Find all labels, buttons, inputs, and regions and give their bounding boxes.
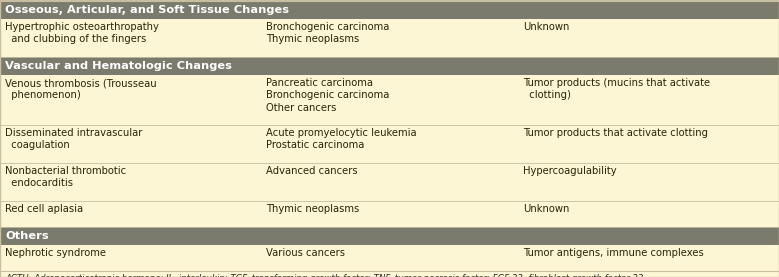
Text: Tumor products (mucins that activate
  clotting): Tumor products (mucins that activate clo… (523, 78, 710, 100)
Text: Disseminated intravascular
  coagulation: Disseminated intravascular coagulation (5, 128, 143, 150)
Text: Tumor antigens, immune complexes: Tumor antigens, immune complexes (523, 248, 703, 258)
Text: ACTH, Adrenocorticotropic hormone; IL, interleukin; TGF, transforming growth fac: ACTH, Adrenocorticotropic hormone; IL, i… (5, 274, 646, 277)
Text: Hypercoagulability: Hypercoagulability (523, 166, 617, 176)
Text: Unknown: Unknown (523, 22, 569, 32)
Text: Osseous, Articular, and Soft Tissue Changes: Osseous, Articular, and Soft Tissue Chan… (5, 5, 289, 15)
Text: Pancreatic carcinoma
Bronchogenic carcinoma
Other cancers: Pancreatic carcinoma Bronchogenic carcin… (266, 78, 390, 113)
Text: Various cancers: Various cancers (266, 248, 345, 258)
Bar (0, 1, 779, 19)
Bar (0, 75, 779, 125)
Text: Unknown: Unknown (523, 204, 569, 214)
Text: Bronchogenic carcinoma
Thymic neoplasms: Bronchogenic carcinoma Thymic neoplasms (266, 22, 390, 44)
Text: Vascular and Hematologic Changes: Vascular and Hematologic Changes (5, 61, 232, 71)
Text: Hypertrophic osteoarthropathy
  and clubbing of the fingers: Hypertrophic osteoarthropathy and clubbi… (5, 22, 159, 44)
Bar (0, 125, 779, 163)
Text: Thymic neoplasms: Thymic neoplasms (266, 204, 359, 214)
Text: Nonbacterial thrombotic
  endocarditis: Nonbacterial thrombotic endocarditis (5, 166, 126, 188)
Text: Red cell aplasia: Red cell aplasia (5, 204, 83, 214)
Text: Acute promyelocytic leukemia
Prostatic carcinoma: Acute promyelocytic leukemia Prostatic c… (266, 128, 417, 150)
Bar (0, 245, 779, 271)
Text: Others: Others (5, 231, 48, 241)
Bar (0, 19, 779, 57)
Bar (0, 227, 779, 245)
Bar (0, 57, 779, 75)
Bar (0, 163, 779, 201)
Text: Nephrotic syndrome: Nephrotic syndrome (5, 248, 106, 258)
Text: Tumor products that activate clotting: Tumor products that activate clotting (523, 128, 708, 138)
Text: Advanced cancers: Advanced cancers (266, 166, 358, 176)
Text: Venous thrombosis (Trousseau
  phenomenon): Venous thrombosis (Trousseau phenomenon) (5, 78, 157, 100)
Bar (0, 201, 779, 227)
